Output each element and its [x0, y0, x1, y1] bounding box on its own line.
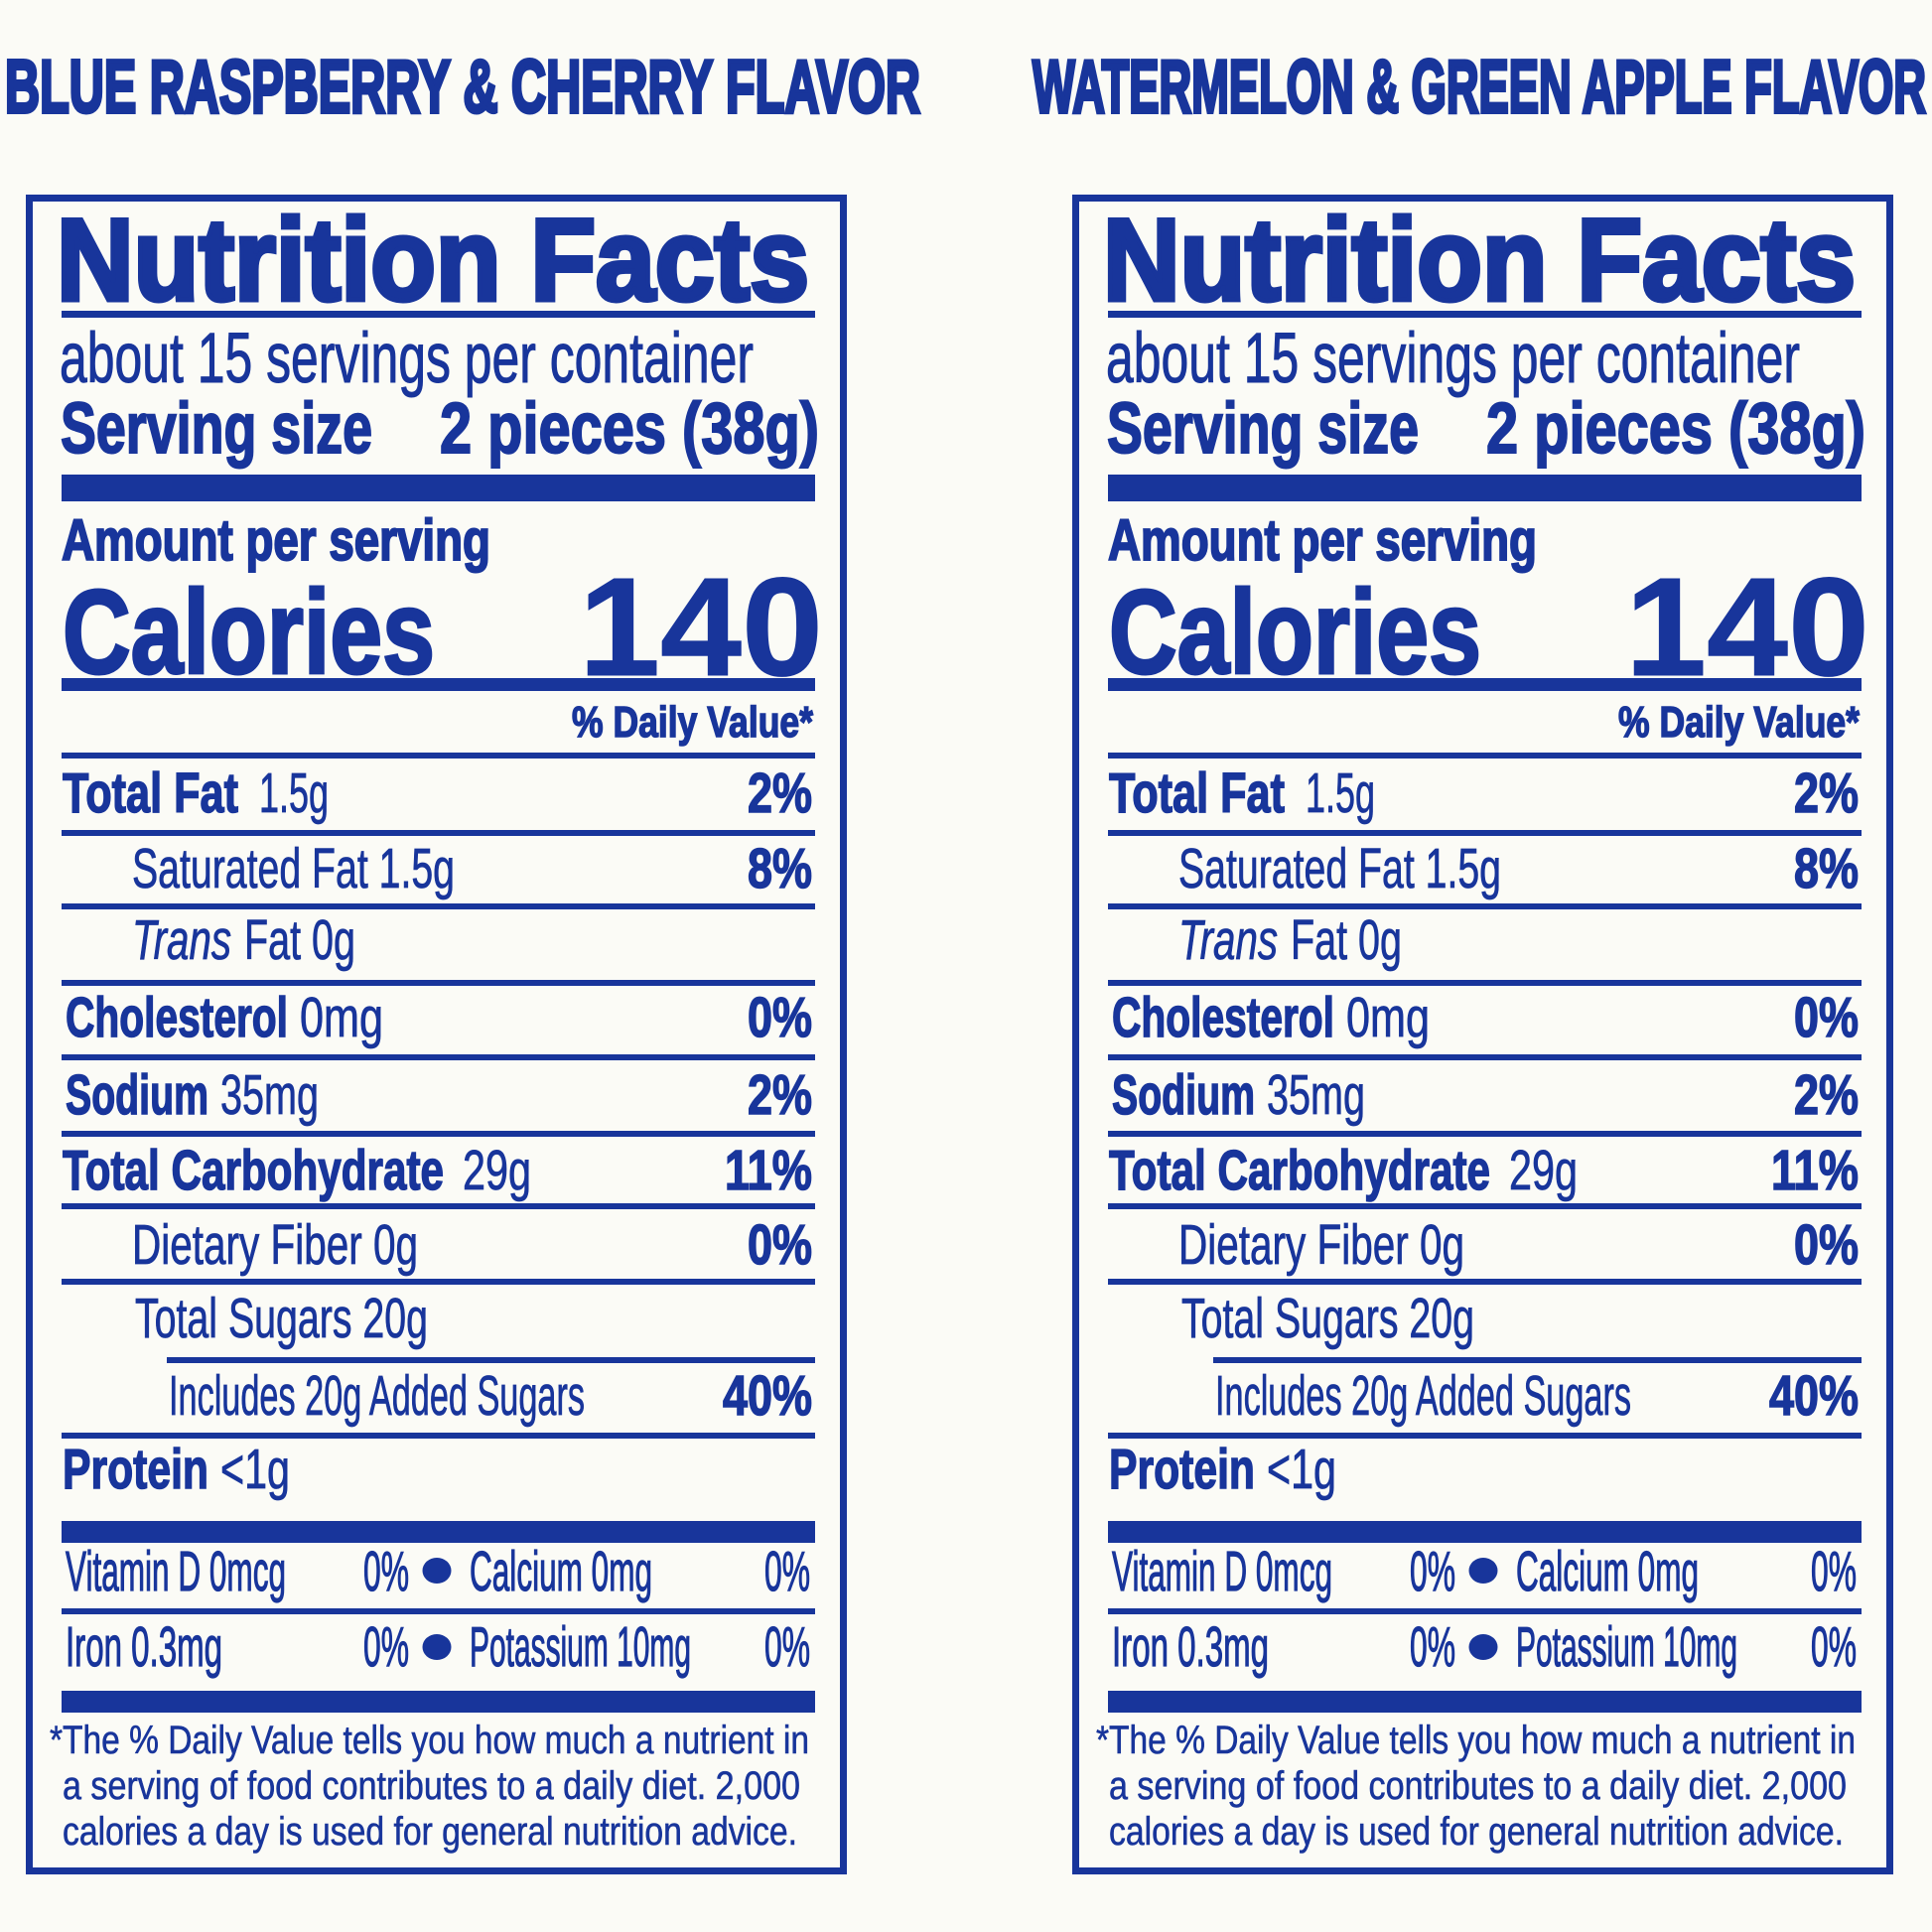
svg-text:0%: 0%	[764, 1615, 810, 1679]
svg-text:about 15 servings per containe: about 15 servings per container	[60, 320, 754, 398]
svg-text:2%: 2%	[748, 761, 812, 825]
svg-text:0mg: 0mg	[300, 986, 383, 1049]
svg-text:% Daily Value*: % Daily Value*	[1618, 698, 1861, 747]
svg-text:Total Carbohydrate: Total Carbohydrate	[63, 1139, 444, 1202]
svg-text:Total Carbohydrate: Total Carbohydrate	[1109, 1139, 1490, 1202]
svg-text:BLUE RASPBERRY & CHERRY FLAVOR: BLUE RASPBERRY & CHERRY FLAVOR	[5, 45, 920, 128]
svg-text:Serving size: Serving size	[1107, 389, 1419, 469]
svg-text:Amount per serving: Amount per serving	[1108, 508, 1537, 573]
svg-text:Nutrition Facts: Nutrition Facts	[57, 195, 809, 325]
svg-text:<1g: <1g	[220, 1438, 290, 1501]
svg-text:Nutrition Facts: Nutrition Facts	[1103, 195, 1856, 325]
svg-text:0mg: 0mg	[1346, 986, 1430, 1049]
svg-text:a serving of food contributes: a serving of food contributes to a daily…	[63, 1764, 800, 1808]
svg-text:0%: 0%	[748, 1213, 812, 1277]
svg-text:0%: 0%	[1794, 986, 1859, 1049]
svg-text:Trans: Trans	[132, 908, 231, 972]
svg-text:0%: 0%	[748, 986, 812, 1049]
svg-text:40%: 40%	[1769, 1364, 1859, 1428]
svg-text:Total Sugars 20g: Total Sugars 20g	[135, 1287, 428, 1350]
svg-text:Amount per serving: Amount per serving	[62, 508, 490, 573]
svg-text:about 15 servings per containe: about 15 servings per container	[1106, 320, 1800, 398]
svg-text:35mg: 35mg	[220, 1063, 319, 1127]
svg-text:8%: 8%	[748, 837, 812, 900]
svg-text:Total Fat: Total Fat	[63, 761, 238, 825]
svg-text:Potassium 10mg: Potassium 10mg	[470, 1615, 691, 1679]
svg-text:0%: 0%	[363, 1540, 409, 1603]
svg-text:Dietary Fiber 0g: Dietary Fiber 0g	[1178, 1213, 1464, 1277]
svg-text:35mg: 35mg	[1267, 1063, 1365, 1127]
svg-text:Protein: Protein	[63, 1438, 208, 1501]
svg-text:<1g: <1g	[1267, 1438, 1336, 1501]
svg-text:2%: 2%	[1794, 761, 1859, 825]
svg-text:*The % Daily Value tells you h: *The % Daily Value tells you how much a …	[50, 1719, 809, 1762]
svg-text:Dietary Fiber 0g: Dietary Fiber 0g	[132, 1213, 418, 1277]
svg-text:Calories: Calories	[1109, 566, 1481, 699]
svg-text:Fat 0g: Fat 0g	[244, 908, 355, 972]
svg-text:Total Fat: Total Fat	[1109, 761, 1285, 825]
svg-text:11%: 11%	[725, 1139, 812, 1202]
svg-text:40%: 40%	[723, 1364, 812, 1428]
svg-text:Vitamin D 0mcg: Vitamin D 0mcg	[66, 1540, 286, 1603]
svg-text:Cholesterol: Cholesterol	[1112, 986, 1334, 1049]
svg-text:Includes 20g Added Sugars: Includes 20g Added Sugars	[1215, 1364, 1631, 1428]
svg-text:Iron 0.3mg: Iron 0.3mg	[1112, 1615, 1269, 1679]
svg-text:Protein: Protein	[1109, 1438, 1255, 1501]
svg-text:Iron 0.3mg: Iron 0.3mg	[66, 1615, 222, 1679]
svg-text:2 pieces (38g): 2 pieces (38g)	[440, 389, 819, 469]
svg-text:Total Sugars 20g: Total Sugars 20g	[1181, 1287, 1474, 1350]
svg-text:2%: 2%	[1794, 1063, 1859, 1127]
svg-text:Calcium 0mg: Calcium 0mg	[470, 1540, 652, 1603]
svg-text:% Daily Value*: % Daily Value*	[572, 698, 814, 747]
svg-text:1.5g: 1.5g	[1306, 761, 1375, 825]
svg-text:29g: 29g	[463, 1139, 531, 1202]
svg-text:2 pieces (38g): 2 pieces (38g)	[1486, 389, 1865, 469]
svg-text:Saturated Fat 1.5g: Saturated Fat 1.5g	[1178, 837, 1501, 900]
svg-text:Includes 20g Added Sugars: Includes 20g Added Sugars	[169, 1364, 585, 1428]
svg-text:a serving of food contributes: a serving of food contributes to a daily…	[1109, 1764, 1847, 1808]
svg-text:0%: 0%	[1811, 1615, 1857, 1679]
svg-text:0%: 0%	[363, 1615, 409, 1679]
svg-text:Trans: Trans	[1178, 908, 1278, 972]
svg-text:0%: 0%	[1410, 1540, 1455, 1603]
svg-text:0%: 0%	[1794, 1213, 1859, 1277]
svg-text:Saturated Fat 1.5g: Saturated Fat 1.5g	[132, 837, 455, 900]
svg-text:Potassium 10mg: Potassium 10mg	[1516, 1615, 1737, 1679]
svg-text:1.5g: 1.5g	[259, 761, 329, 825]
svg-text:Vitamin D 0mcg: Vitamin D 0mcg	[1112, 1540, 1332, 1603]
svg-text:Cholesterol: Cholesterol	[66, 986, 288, 1049]
svg-text:*The % Daily Value tells you h: *The % Daily Value tells you how much a …	[1096, 1719, 1856, 1762]
svg-text:Fat 0g: Fat 0g	[1291, 908, 1402, 972]
svg-text:Serving size: Serving size	[61, 389, 372, 469]
svg-text:0%: 0%	[1410, 1615, 1455, 1679]
svg-text:2%: 2%	[748, 1063, 812, 1127]
svg-text:11%: 11%	[1771, 1139, 1859, 1202]
svg-text:8%: 8%	[1794, 837, 1859, 900]
svg-text:Calories: Calories	[63, 566, 435, 699]
svg-text:0%: 0%	[764, 1540, 810, 1603]
svg-text:Sodium: Sodium	[1112, 1063, 1255, 1127]
svg-text:29g: 29g	[1509, 1139, 1578, 1202]
svg-text:Sodium: Sodium	[66, 1063, 208, 1127]
svg-text:calories a day is used for gen: calories a day is used for general nutri…	[63, 1810, 797, 1854]
svg-text:Calcium 0mg: Calcium 0mg	[1516, 1540, 1699, 1603]
svg-text:0%: 0%	[1811, 1540, 1857, 1603]
svg-text:calories a day is used for gen: calories a day is used for general nutri…	[1109, 1810, 1844, 1854]
svg-text:WATERMELON & GREEN APPLE FLAVO: WATERMELON & GREEN APPLE FLAVOR	[1033, 45, 1926, 128]
